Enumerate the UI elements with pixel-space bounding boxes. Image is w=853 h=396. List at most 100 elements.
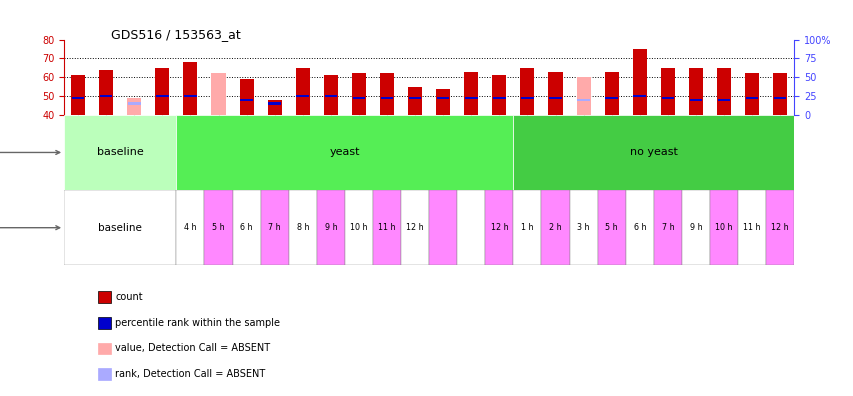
Bar: [184, 95, 196, 97]
Bar: [155, 68, 169, 115]
Bar: [577, 99, 589, 101]
Bar: [513, 190, 541, 265]
Bar: [717, 68, 730, 115]
Bar: [689, 99, 701, 101]
Bar: [632, 49, 646, 115]
Text: 1 h: 1 h: [520, 223, 533, 232]
Text: growth protocol: growth protocol: [0, 147, 60, 158]
Bar: [204, 190, 232, 265]
Bar: [295, 68, 310, 115]
Bar: [513, 115, 793, 190]
Bar: [485, 190, 513, 265]
Text: 11 h: 11 h: [742, 223, 760, 232]
Bar: [380, 97, 393, 99]
Bar: [745, 97, 757, 99]
Bar: [380, 73, 393, 115]
Bar: [345, 190, 373, 265]
Text: baseline: baseline: [96, 147, 143, 158]
Bar: [316, 190, 345, 265]
Text: 9 h: 9 h: [324, 223, 337, 232]
Bar: [260, 190, 288, 265]
Bar: [100, 95, 113, 97]
Bar: [541, 190, 569, 265]
Bar: [436, 89, 450, 115]
Bar: [681, 190, 709, 265]
Text: baseline: baseline: [98, 223, 142, 233]
Bar: [64, 115, 177, 190]
Bar: [401, 190, 429, 265]
Bar: [351, 73, 366, 115]
Bar: [604, 72, 618, 115]
Bar: [661, 97, 673, 99]
Bar: [653, 190, 681, 265]
Bar: [429, 190, 456, 265]
Bar: [597, 190, 625, 265]
Bar: [288, 190, 316, 265]
Bar: [64, 190, 177, 265]
Text: 12 h: 12 h: [490, 223, 508, 232]
Text: 7 h: 7 h: [268, 223, 281, 232]
Bar: [183, 62, 197, 115]
Bar: [232, 190, 260, 265]
Bar: [773, 97, 786, 99]
Bar: [437, 97, 449, 99]
Bar: [519, 68, 534, 115]
Bar: [323, 75, 338, 115]
Text: 10 h: 10 h: [715, 223, 732, 232]
Bar: [267, 100, 281, 115]
Bar: [240, 99, 252, 101]
Text: 9 h: 9 h: [689, 223, 701, 232]
Text: 5 h: 5 h: [605, 223, 618, 232]
Bar: [324, 95, 337, 97]
Text: 10 h: 10 h: [350, 223, 368, 232]
Text: 2 h: 2 h: [548, 223, 561, 232]
Bar: [127, 98, 141, 115]
Bar: [99, 70, 113, 115]
Bar: [268, 103, 281, 105]
Bar: [737, 190, 765, 265]
Bar: [709, 190, 737, 265]
Text: no yeast: no yeast: [630, 147, 677, 158]
Bar: [717, 99, 729, 101]
Bar: [409, 97, 421, 99]
Bar: [464, 72, 478, 115]
Bar: [71, 75, 85, 115]
Bar: [548, 72, 562, 115]
Bar: [408, 87, 421, 115]
Bar: [296, 95, 309, 97]
Bar: [548, 97, 561, 99]
Bar: [352, 97, 365, 99]
Bar: [576, 77, 590, 115]
Bar: [240, 79, 253, 115]
Text: 8 h: 8 h: [296, 223, 309, 232]
Bar: [605, 97, 618, 99]
Bar: [456, 190, 485, 265]
Text: 3 h: 3 h: [577, 223, 589, 232]
Bar: [491, 75, 506, 115]
Bar: [633, 95, 646, 97]
Bar: [744, 73, 758, 115]
Bar: [765, 190, 793, 265]
Text: 12 h: 12 h: [406, 223, 423, 232]
Bar: [128, 103, 141, 105]
Bar: [492, 97, 505, 99]
Bar: [72, 97, 84, 99]
Bar: [177, 115, 513, 190]
Text: 11 h: 11 h: [378, 223, 395, 232]
Bar: [464, 97, 477, 99]
Text: percentile rank within the sample: percentile rank within the sample: [115, 318, 280, 328]
Text: 12 h: 12 h: [770, 223, 788, 232]
Bar: [569, 190, 597, 265]
Bar: [772, 73, 786, 115]
Text: 7 h: 7 h: [661, 223, 673, 232]
Text: 6 h: 6 h: [633, 223, 645, 232]
Bar: [520, 97, 533, 99]
Text: time: time: [0, 223, 60, 233]
Bar: [212, 73, 225, 115]
Text: yeast: yeast: [329, 147, 360, 158]
Text: GDS516 / 153563_at: GDS516 / 153563_at: [111, 28, 241, 41]
Bar: [660, 68, 674, 115]
Text: 6 h: 6 h: [240, 223, 252, 232]
Text: rank, Detection Call = ABSENT: rank, Detection Call = ABSENT: [115, 369, 265, 379]
Bar: [625, 190, 653, 265]
